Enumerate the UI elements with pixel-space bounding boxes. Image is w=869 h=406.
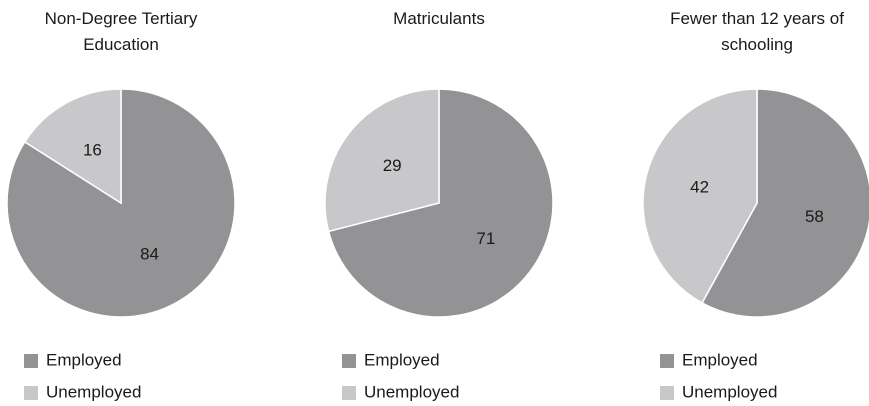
legend-label: Employed: [682, 350, 758, 369]
data-label: 16: [83, 141, 102, 160]
legend-swatch: [660, 354, 674, 368]
data-label: 71: [476, 229, 495, 248]
legend-label: Unemployed: [46, 382, 141, 401]
legend-label: Employed: [364, 350, 440, 369]
legend-swatch: [24, 354, 38, 368]
pie-slice: [327, 88, 554, 318]
legend-swatch: [342, 386, 356, 400]
pie-slice: [642, 88, 758, 304]
pie-slice: [23, 88, 122, 205]
pie-slice: [701, 88, 869, 318]
legend-label: Employed: [46, 350, 122, 369]
legend-label: Unemployed: [364, 382, 459, 401]
data-label: 42: [690, 178, 709, 197]
data-label: 29: [383, 156, 402, 175]
data-label: 84: [140, 244, 159, 263]
chart-title: Non-Degree Tertiary Education: [44, 9, 198, 54]
chart-title: Matriculants: [393, 9, 485, 28]
chart-title: Fewer than 12 years of schooling: [670, 9, 844, 54]
legend-swatch: [342, 354, 356, 368]
data-label: 58: [805, 207, 824, 226]
legend-swatch: [24, 386, 38, 400]
pie-slice: [324, 88, 440, 233]
legend-label: Unemployed: [682, 382, 777, 401]
legend-swatch: [660, 386, 674, 400]
